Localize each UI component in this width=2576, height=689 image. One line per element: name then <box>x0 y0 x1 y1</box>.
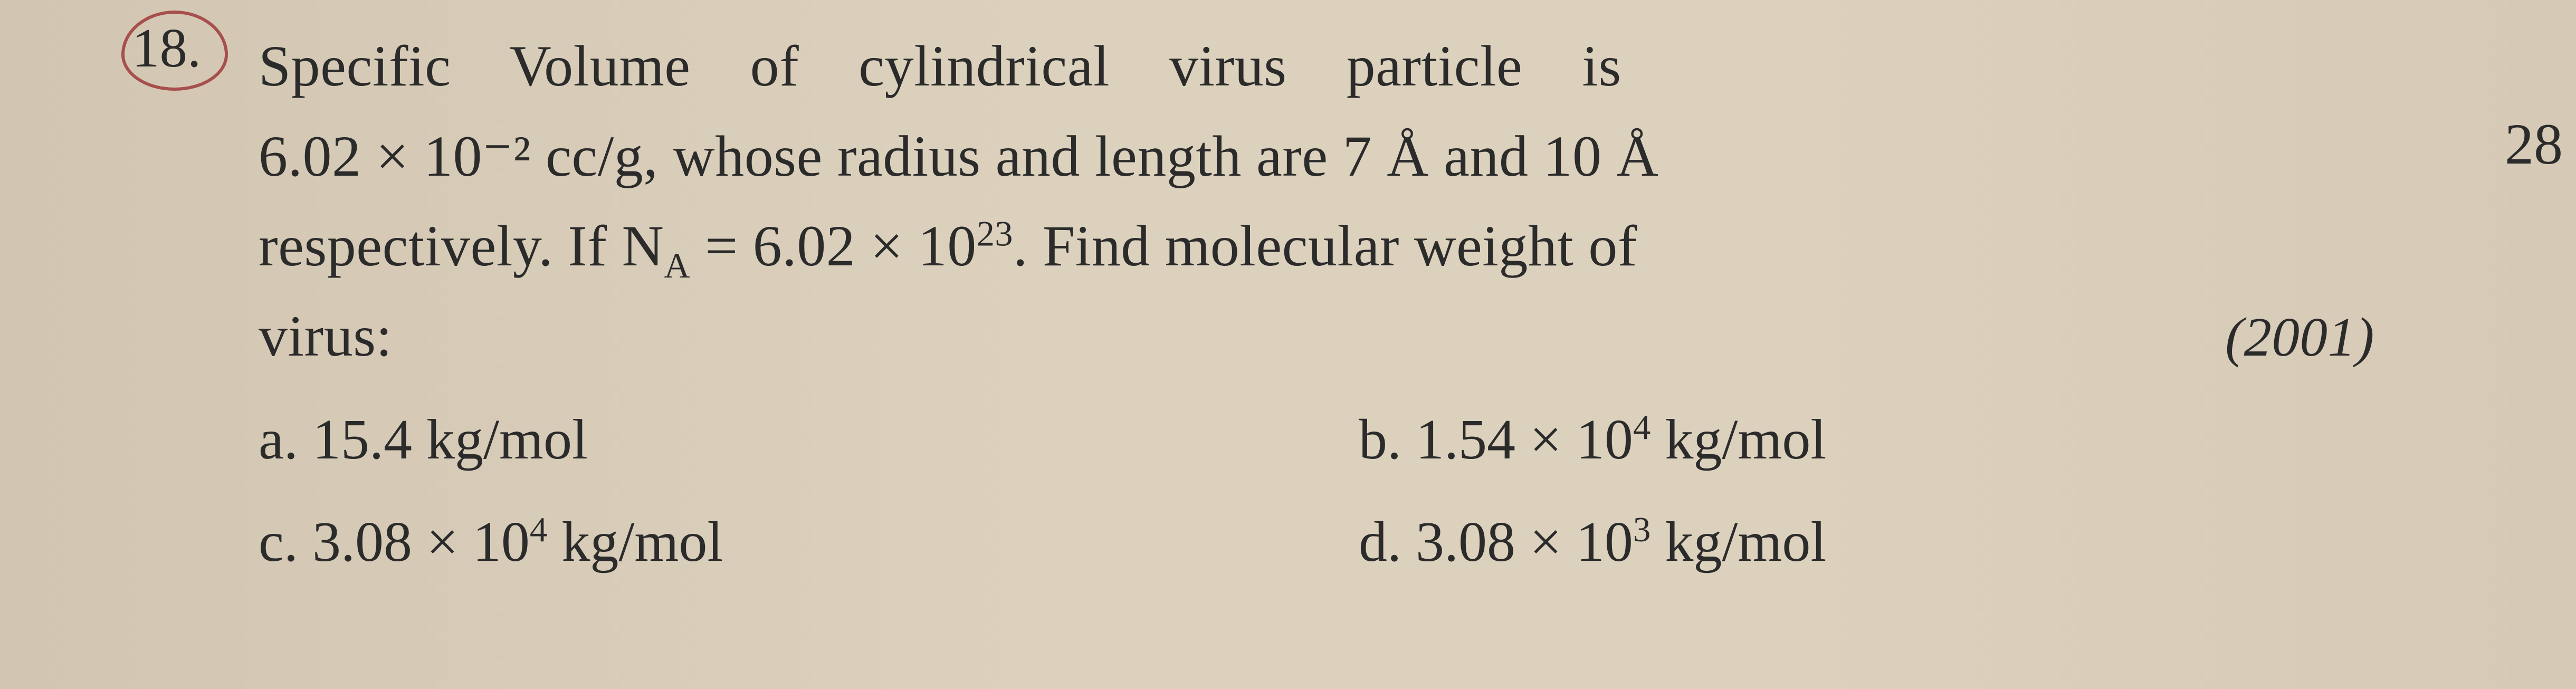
option-a-text: 15.4 kg/mol <box>312 408 588 471</box>
question-line-2: 6.02 × 10⁻² cc/g, whose radius and lengt… <box>259 111 2396 202</box>
option-a-tag: a. <box>259 408 298 471</box>
option-b-sup: 4 <box>1633 408 1650 447</box>
exam-page: 18. 28 Specific Volume of cylindrical vi… <box>0 0 2576 689</box>
option-c: c. 3.08 × 104 kg/mol <box>259 510 1295 575</box>
option-d-post: kg/mol <box>1650 511 1826 573</box>
question-line-1: Specific Volume of cylindrical virus par… <box>259 21 2396 111</box>
question-line-3: respectively. If NA = 6.02 × 1023. Find … <box>259 201 2396 291</box>
question-block: Specific Volume of cylindrical virus par… <box>259 21 2396 575</box>
q3-prefix: respectively. If N <box>259 214 664 278</box>
option-a: a. 15.4 kg/mol <box>259 407 1295 473</box>
q3-subscript: A <box>664 245 690 285</box>
question-number: 18. <box>132 16 201 80</box>
option-c-sup: 4 <box>530 510 547 549</box>
question-line-4: virus: (2001) <box>259 291 2396 381</box>
q3-superscript: 23 <box>977 213 1013 253</box>
option-d-sup: 3 <box>1633 510 1650 549</box>
option-d: d. 3.08 × 103 kg/mol <box>1359 510 2396 575</box>
option-b-tag: b. <box>1359 408 1401 471</box>
option-c-tag: c. <box>259 511 298 573</box>
option-b-pre: 1.54 × 10 <box>1416 408 1633 471</box>
option-b: b. 1.54 × 104 kg/mol <box>1359 407 2396 473</box>
q4-label: virus: <box>259 291 393 381</box>
q3-mid: = 6.02 × 10 <box>690 214 977 278</box>
option-d-pre: 3.08 × 10 <box>1416 511 1633 573</box>
option-b-post: kg/mol <box>1650 408 1826 471</box>
option-c-pre: 3.08 × 10 <box>312 511 530 573</box>
options-grid: a. 15.4 kg/mol b. 1.54 × 104 kg/mol c. 3… <box>259 407 2396 575</box>
q3-suffix: . Find molecular weight of <box>1013 214 1637 278</box>
margin-fragment-text: 28 <box>2505 111 2563 178</box>
option-d-tag: d. <box>1359 511 1401 573</box>
question-year: (2001) <box>2225 294 2396 380</box>
option-c-post: kg/mol <box>547 511 723 573</box>
